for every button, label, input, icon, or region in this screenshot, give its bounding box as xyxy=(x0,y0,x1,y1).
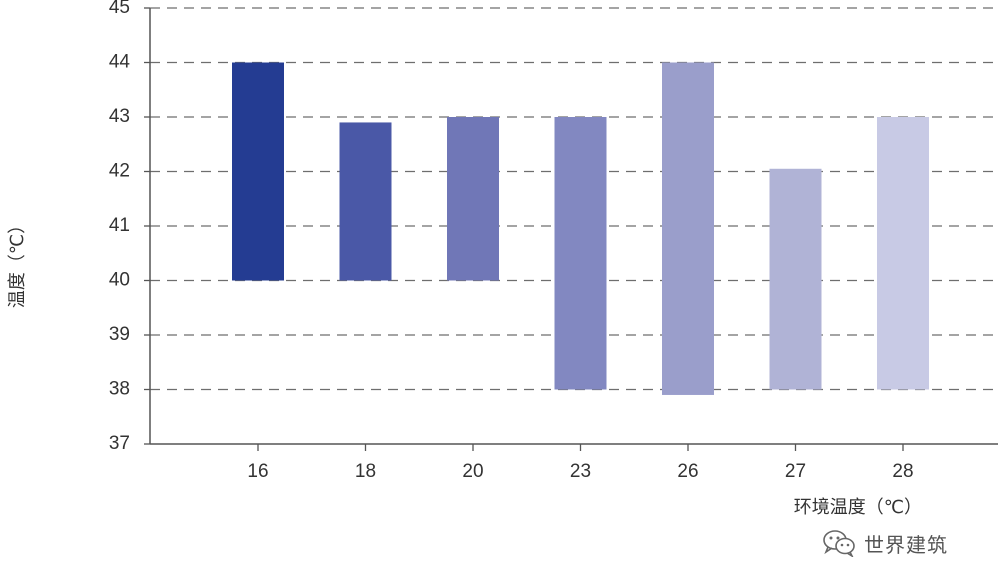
range-bar-23 xyxy=(554,117,607,390)
y-tick-label: 41 xyxy=(109,215,130,236)
range-bar-20 xyxy=(447,117,499,281)
range-bar-18 xyxy=(339,122,392,281)
range-bar-16 xyxy=(232,62,284,281)
x-tick-label: 20 xyxy=(462,461,483,482)
grid-lines xyxy=(150,7,998,391)
y-tick-label: 37 xyxy=(109,433,130,454)
x-tick-label: 28 xyxy=(892,461,913,482)
watermark: 世界建筑 xyxy=(822,527,948,559)
y-tick-label: 42 xyxy=(109,161,130,182)
y-tick-label: 45 xyxy=(109,0,130,18)
x-tick-label: 23 xyxy=(570,461,591,482)
x-tick-label: 16 xyxy=(247,461,268,482)
y-axis-label: 温度（℃） xyxy=(7,216,28,308)
y-tick-label: 39 xyxy=(109,324,130,345)
range-bar-26 xyxy=(662,62,714,395)
x-tick-labels: 16 18 20 23 26 27 28 xyxy=(247,444,914,482)
y-tick-label: 44 xyxy=(109,52,131,73)
y-tick-label: 38 xyxy=(109,379,130,400)
wechat-icon xyxy=(823,530,855,557)
range-bar-28 xyxy=(877,117,929,390)
x-tick-label: 18 xyxy=(355,461,376,482)
x-axis-label: 环境温度（℃） xyxy=(794,497,922,518)
range-bar-27 xyxy=(769,168,822,390)
y-tick-label: 43 xyxy=(109,106,130,127)
x-tick-label: 27 xyxy=(785,461,806,482)
x-tick-label: 26 xyxy=(677,461,698,482)
y-tick-labels: 37 38 39 40 41 42 43 44 45 xyxy=(109,0,150,454)
bars xyxy=(232,62,929,395)
y-tick-label: 40 xyxy=(109,270,130,291)
watermark-text: 世界建筑 xyxy=(864,532,948,557)
